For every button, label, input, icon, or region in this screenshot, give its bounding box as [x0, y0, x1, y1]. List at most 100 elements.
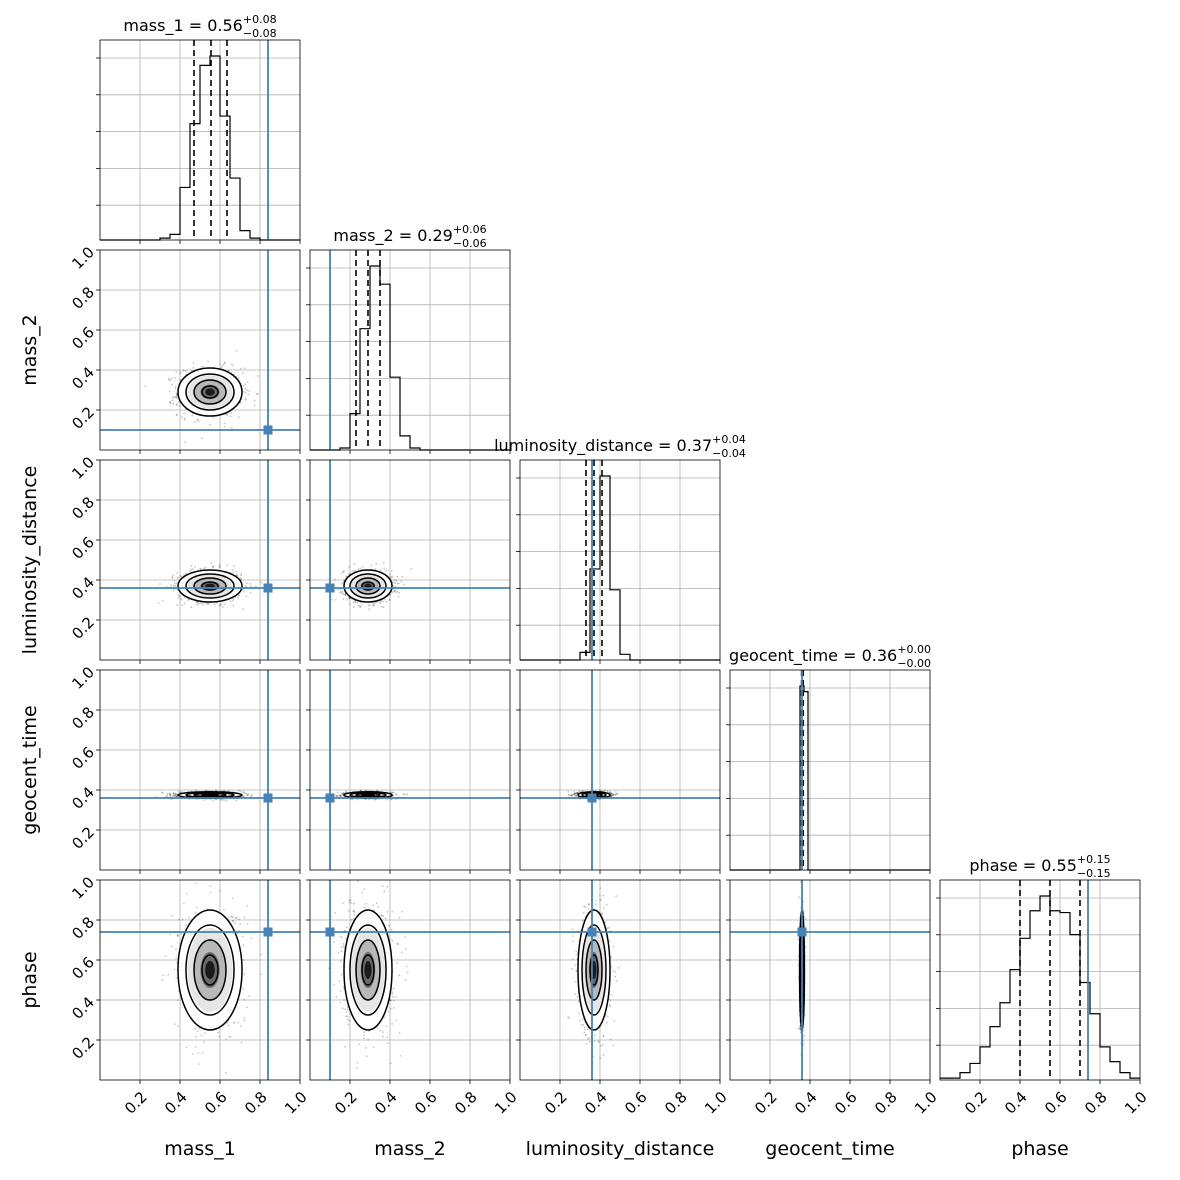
panel-bg [100, 460, 300, 660]
sample-point [183, 602, 186, 605]
sample-point [241, 372, 244, 374]
sample-point [380, 605, 383, 608]
sample-point [342, 598, 345, 600]
sample-point [372, 602, 375, 605]
histogram-geocent_time [730, 685, 930, 871]
sample-point [170, 377, 173, 380]
sample-point [244, 387, 247, 390]
sample-point [177, 790, 180, 793]
sample-point [232, 572, 234, 574]
sample-point [171, 577, 174, 580]
sample-point [184, 572, 187, 575]
sample-point [348, 597, 351, 600]
sample-point [172, 574, 175, 577]
sample-point [346, 598, 349, 601]
sample-point [168, 379, 171, 382]
sample-point [223, 422, 226, 425]
sample-point [175, 793, 178, 796]
sample-point [345, 575, 348, 578]
sample-point [169, 378, 172, 381]
sample-point [342, 593, 344, 596]
sample-point [248, 389, 251, 392]
sample-point [172, 589, 175, 592]
sample-point [340, 590, 343, 593]
grid-lines [520, 460, 720, 660]
sample-point [410, 567, 413, 570]
sample-point [242, 608, 245, 610]
sample-point [382, 606, 385, 609]
sample-point [223, 799, 225, 801]
sample-point [174, 584, 177, 587]
sample-point [344, 593, 346, 596]
sample-point [192, 568, 194, 570]
sample-point [175, 394, 178, 397]
sample-point [190, 568, 192, 571]
sample-point [174, 376, 177, 379]
sample-point [242, 390, 245, 393]
sample-point [190, 606, 193, 609]
sample-point [169, 794, 172, 797]
sample-point [354, 601, 357, 604]
sample-point [382, 600, 384, 603]
sample-point [339, 794, 341, 797]
contour-line [185, 373, 235, 411]
sample-point [247, 793, 249, 796]
sample-point [344, 594, 347, 596]
sample-point [246, 389, 248, 392]
sample-point [171, 576, 174, 578]
sample-point [385, 569, 388, 572]
sample-point [226, 564, 229, 567]
sample-point [240, 574, 242, 577]
grid-lines [310, 670, 510, 870]
sample-point [391, 591, 393, 594]
panel-frame [729, 669, 931, 871]
sample-point [195, 600, 198, 603]
sample-point [396, 793, 398, 796]
sample-point [341, 572, 343, 575]
contour-line [201, 793, 219, 797]
sample-point [401, 575, 404, 578]
sample-point [192, 362, 195, 365]
grid-lines [310, 460, 510, 660]
sample-point [207, 602, 210, 605]
sample-point [176, 604, 179, 606]
sample-point [352, 606, 355, 608]
sample-point [398, 582, 401, 585]
contour-line [361, 581, 375, 591]
sample-point [336, 794, 339, 797]
sample-point [176, 589, 179, 591]
sample-point [380, 599, 383, 602]
sample-point [172, 792, 175, 795]
sample-point [359, 605, 362, 608]
sample-point [223, 425, 226, 428]
marginal-title-minus: −0.08 [243, 27, 277, 40]
marginal-title-phase: phase = 0.55+0.15 [969, 853, 1110, 875]
panel-frame [309, 249, 511, 451]
sample-point [379, 568, 382, 571]
sample-point [180, 371, 182, 374]
panel-bg [310, 670, 510, 870]
sample-point [610, 792, 613, 795]
sample-point [174, 385, 177, 388]
sample-point [230, 412, 233, 415]
sample-point [199, 567, 202, 570]
sample-point [175, 795, 178, 798]
sample-point [169, 401, 172, 403]
sample-point [170, 793, 172, 796]
sample-point [230, 427, 233, 429]
sample-point [174, 795, 177, 798]
sample-point [191, 414, 194, 417]
sample-point [242, 791, 245, 794]
sample-point [400, 580, 403, 583]
sample-point [341, 793, 344, 796]
sample-point [242, 795, 245, 798]
sample-point [390, 570, 393, 572]
sample-point [223, 362, 226, 364]
panel-bg [520, 670, 720, 870]
truth-marker [263, 793, 273, 803]
sample-point [176, 795, 179, 798]
sample-point [335, 795, 338, 797]
sample-point [181, 604, 183, 607]
sample-point [356, 798, 359, 801]
sample-point [170, 584, 173, 587]
